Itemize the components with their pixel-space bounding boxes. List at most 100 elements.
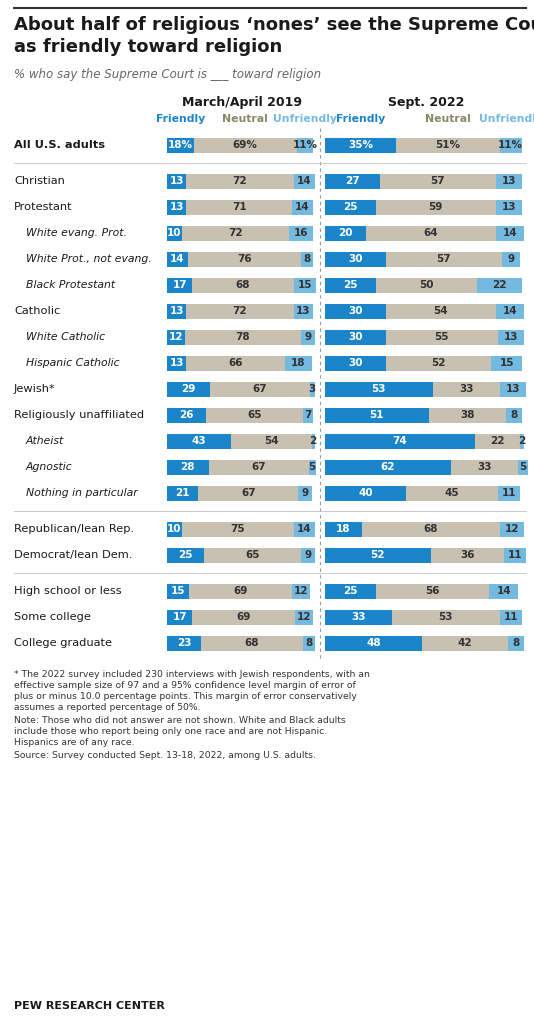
Text: 72: 72: [233, 176, 247, 186]
Text: % who say the Supreme Court is ___ toward religion: % who say the Supreme Court is ___ towar…: [14, 68, 321, 81]
Text: Nothing in particular: Nothing in particular: [26, 488, 138, 498]
Text: 67: 67: [253, 384, 268, 394]
Text: 67: 67: [241, 488, 255, 498]
Bar: [500, 522, 524, 536]
Bar: [294, 522, 315, 536]
Text: 11: 11: [504, 612, 518, 622]
Text: 40: 40: [358, 488, 373, 498]
Text: 67: 67: [252, 462, 266, 472]
Bar: [325, 407, 428, 422]
Bar: [406, 486, 498, 500]
Bar: [477, 277, 522, 293]
Bar: [496, 199, 522, 215]
Text: 51%: 51%: [435, 140, 460, 150]
Bar: [192, 277, 294, 293]
Bar: [186, 356, 285, 370]
Bar: [186, 199, 292, 215]
Text: Republican/lean Rep.: Republican/lean Rep.: [14, 524, 134, 534]
Text: 13: 13: [506, 384, 520, 394]
Text: White Prot., not evang.: White Prot., not evang.: [26, 254, 152, 264]
Text: Catholic: Catholic: [14, 306, 60, 316]
Bar: [508, 635, 524, 651]
Text: 25: 25: [178, 550, 193, 560]
Bar: [167, 304, 186, 318]
Text: 15: 15: [171, 586, 185, 596]
Text: 14: 14: [295, 202, 310, 212]
Bar: [475, 434, 520, 448]
Bar: [167, 583, 190, 598]
Bar: [167, 252, 188, 267]
Text: include those who report being only one race and are not Hispanic.: include those who report being only one …: [14, 727, 327, 736]
Text: 33: 33: [459, 384, 473, 394]
Text: 51: 51: [370, 410, 384, 420]
Bar: [301, 329, 315, 345]
Bar: [301, 547, 315, 563]
Text: 14: 14: [297, 524, 311, 534]
Bar: [185, 329, 301, 345]
Text: 11%: 11%: [292, 140, 317, 150]
Bar: [294, 174, 315, 188]
Text: 69: 69: [233, 586, 248, 596]
Bar: [182, 225, 289, 240]
Bar: [289, 225, 313, 240]
Text: Friendly: Friendly: [336, 114, 385, 124]
Text: Source: Survey conducted Sept. 13-18, 2022, among U.S. adults.: Source: Survey conducted Sept. 13-18, 20…: [14, 751, 316, 760]
Bar: [396, 137, 500, 152]
Bar: [518, 459, 528, 475]
Bar: [325, 382, 433, 397]
Text: Protestant: Protestant: [14, 202, 73, 212]
Text: Jewish*: Jewish*: [14, 384, 56, 394]
Text: 48: 48: [366, 638, 381, 648]
Text: 57: 57: [430, 176, 445, 186]
Bar: [325, 252, 386, 267]
Text: 29: 29: [182, 384, 196, 394]
Text: 13: 13: [169, 202, 184, 212]
Text: Democrat/lean Dem.: Democrat/lean Dem.: [14, 550, 132, 560]
Text: 69%: 69%: [233, 140, 258, 150]
Text: 76: 76: [237, 254, 252, 264]
Bar: [303, 407, 313, 422]
Bar: [325, 329, 386, 345]
Text: High school or less: High school or less: [14, 586, 122, 596]
Text: Christian: Christian: [14, 176, 65, 186]
Text: 30: 30: [348, 254, 363, 264]
Bar: [520, 434, 524, 448]
Text: 26: 26: [179, 410, 194, 420]
Text: 20: 20: [338, 228, 352, 238]
Bar: [392, 610, 500, 624]
Text: 18%: 18%: [168, 140, 193, 150]
Bar: [430, 547, 504, 563]
Text: 33: 33: [351, 612, 366, 622]
Text: 68: 68: [245, 638, 259, 648]
Text: White evang. Prot.: White evang. Prot.: [26, 228, 127, 238]
Text: 21: 21: [175, 488, 190, 498]
Bar: [301, 252, 313, 267]
Bar: [504, 547, 526, 563]
Text: 25: 25: [343, 280, 358, 290]
Bar: [380, 174, 496, 188]
Text: 68: 68: [423, 524, 438, 534]
Text: 68: 68: [235, 280, 250, 290]
Bar: [366, 225, 496, 240]
Bar: [506, 407, 522, 422]
Text: 12: 12: [297, 612, 311, 622]
Text: Some college: Some college: [14, 612, 91, 622]
Bar: [491, 356, 522, 370]
Text: 78: 78: [235, 332, 250, 342]
Text: 36: 36: [460, 550, 474, 560]
Bar: [496, 174, 522, 188]
Bar: [296, 137, 313, 152]
Text: 56: 56: [426, 586, 440, 596]
Bar: [433, 382, 500, 397]
Text: PEW RESEARCH CENTER: PEW RESEARCH CENTER: [14, 1000, 165, 1011]
Bar: [451, 459, 518, 475]
Bar: [167, 382, 210, 397]
Bar: [210, 382, 310, 397]
Bar: [428, 407, 506, 422]
Bar: [386, 252, 501, 267]
Bar: [386, 329, 498, 345]
Text: About half of religious ‘nones’ see the Supreme Court
as friendly toward religio: About half of religious ‘nones’ see the …: [14, 16, 534, 55]
Text: 53: 53: [438, 612, 453, 622]
Bar: [501, 252, 520, 267]
Text: 43: 43: [192, 436, 206, 446]
